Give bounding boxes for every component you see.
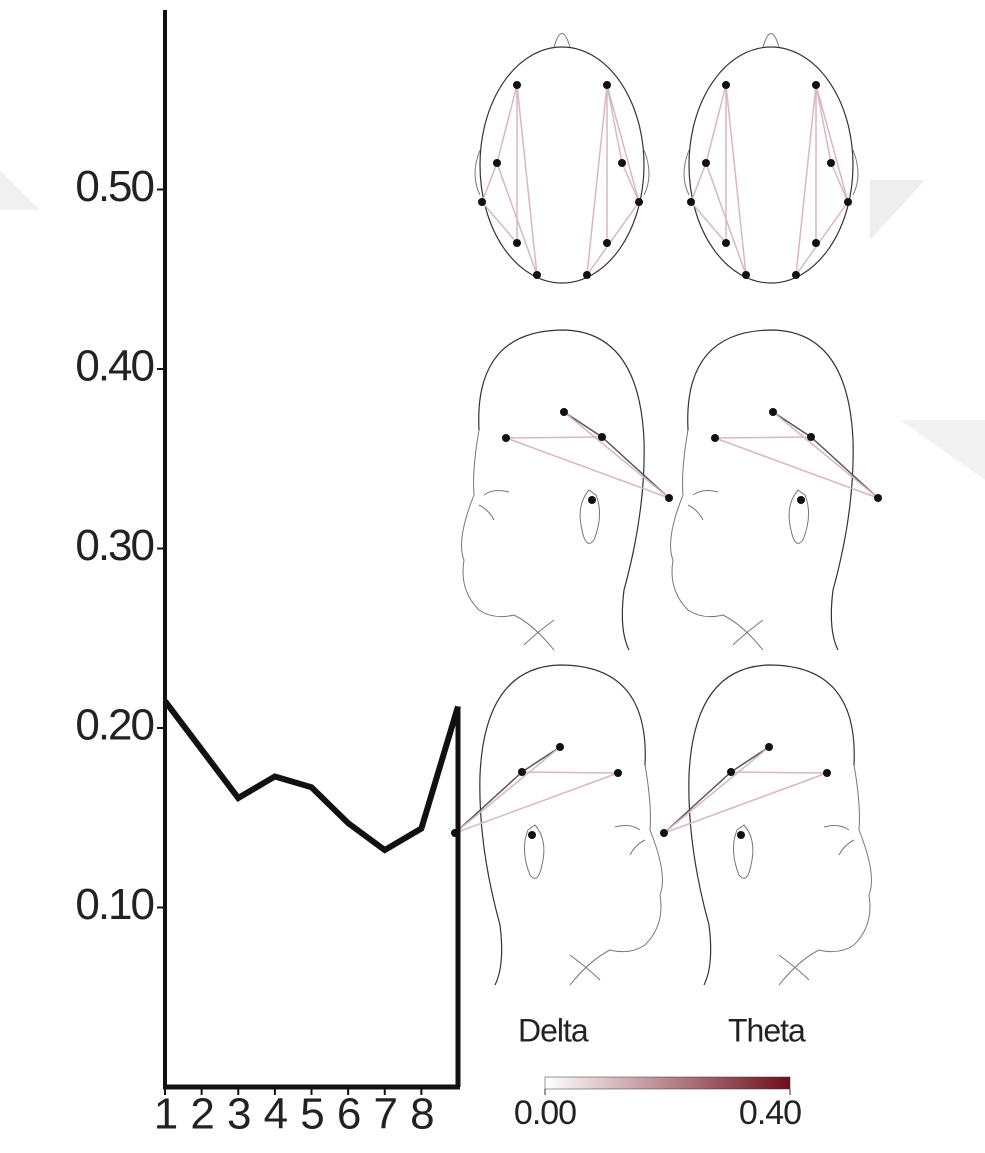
colorbar	[544, 1076, 791, 1090]
head-right-delta	[450, 664, 664, 986]
x-tick-label: 7	[374, 1090, 397, 1139]
y-tick-label: 0.30	[75, 521, 153, 570]
watermark	[870, 180, 925, 240]
watermark	[0, 170, 40, 210]
x-tick-label: 8	[410, 1090, 433, 1139]
head-top-theta	[683, 32, 859, 284]
head-right-theta	[659, 664, 873, 986]
head-left-theta	[669, 329, 883, 651]
x-tick-label: 4	[264, 1090, 288, 1139]
band-label: Delta	[518, 1012, 589, 1048]
x-tick-label: 1	[154, 1090, 177, 1139]
colorbar-tick-label: 0.00	[514, 1094, 576, 1132]
x-tick-label: 3	[227, 1090, 250, 1139]
band-label: Theta	[728, 1012, 806, 1048]
y-tick-label: 0.40	[75, 342, 153, 391]
x-tick-label: 6	[337, 1090, 360, 1139]
x-tick-label: 5	[300, 1090, 323, 1139]
y-tick-label: 0.50	[75, 162, 153, 211]
y-tick-label: 0.20	[75, 701, 153, 750]
data-line	[162, 699, 461, 854]
head-left-delta	[460, 329, 674, 651]
head-top-delta	[474, 32, 650, 284]
colorbar-tick-label: 0.40	[739, 1094, 801, 1132]
y-tick-label: 0.10	[75, 880, 153, 929]
x-tick-label: 2	[190, 1090, 213, 1139]
watermark	[900, 420, 985, 480]
